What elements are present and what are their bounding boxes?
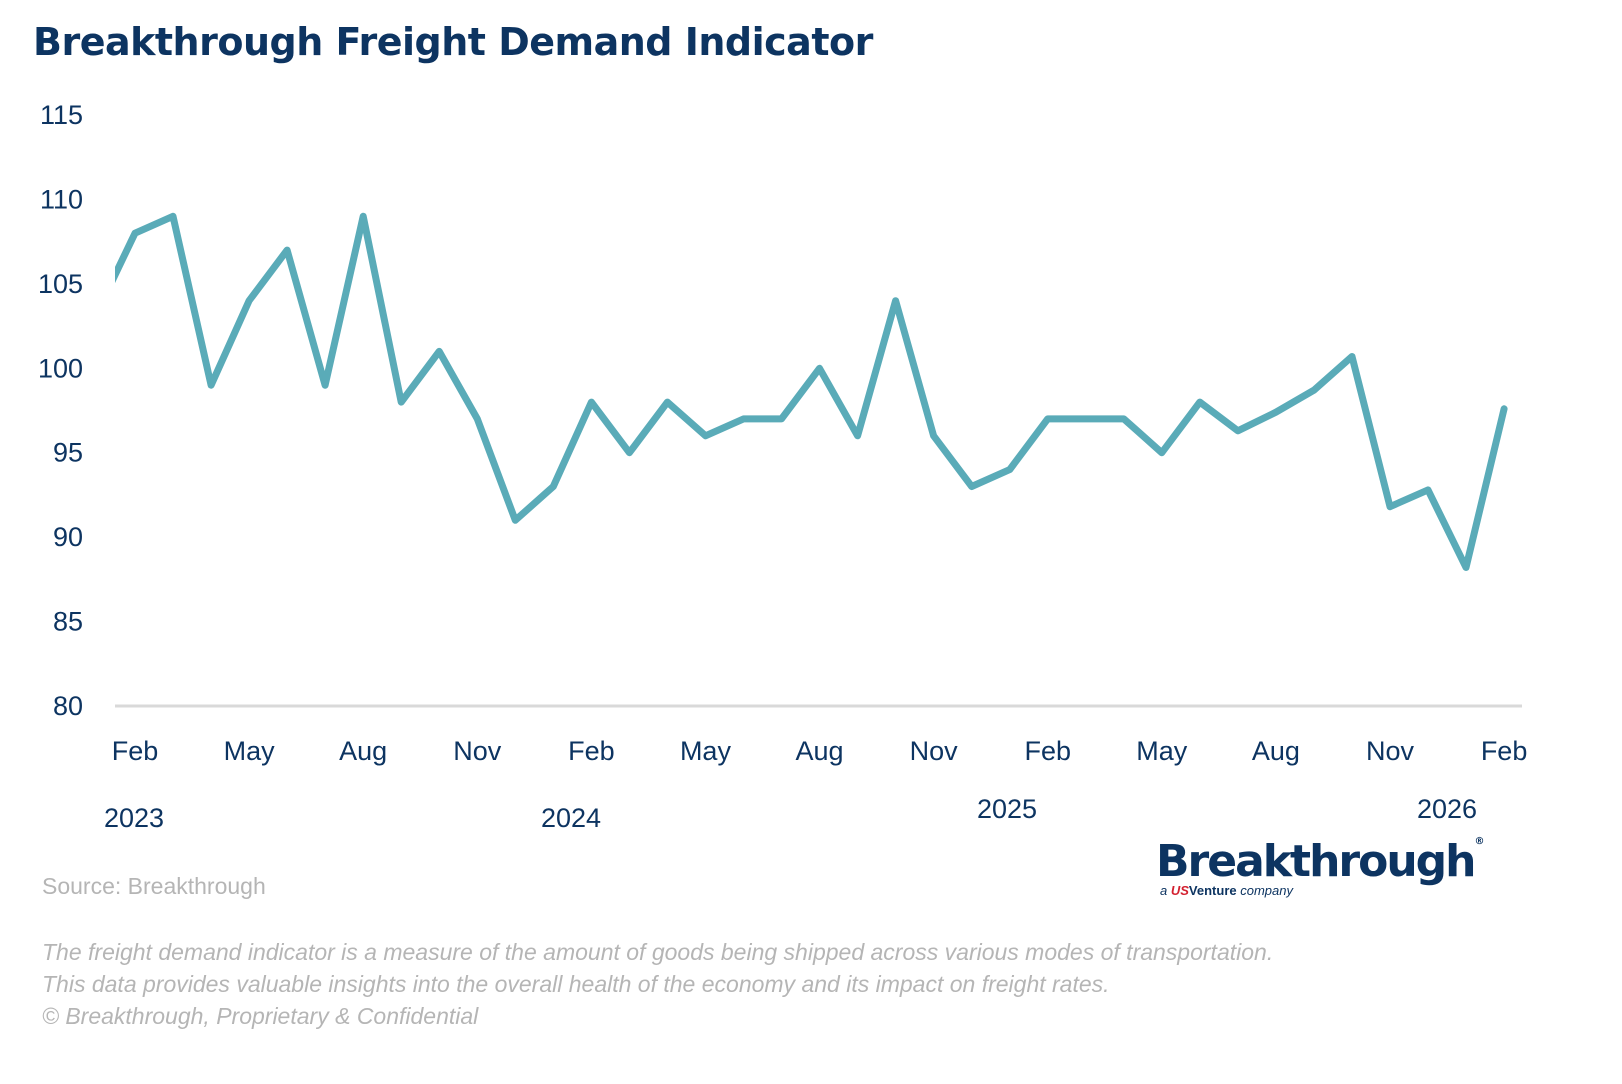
x-tick-label: Aug	[1252, 736, 1300, 766]
year-label: 2026	[1417, 794, 1477, 824]
logo-tagline: a USVenture company	[1160, 883, 1293, 898]
y-tick-label: 80	[53, 691, 83, 721]
y-tick-label: 100	[38, 353, 83, 383]
x-tick-label: Aug	[339, 736, 387, 766]
series-line	[115, 212, 1508, 571]
x-tick-label: Nov	[1366, 736, 1415, 766]
x-tick-label: May	[224, 736, 276, 766]
year-label: 2025	[977, 794, 1037, 824]
x-tick-label: Nov	[910, 736, 959, 766]
chart-title: Breakthrough Freight Demand Indicator	[33, 20, 873, 64]
y-tick-label: 85	[53, 607, 83, 637]
y-tick-label: 115	[40, 100, 83, 130]
x-tick-label: Nov	[453, 736, 502, 766]
footnote-line: The freight demand indicator is a measur…	[42, 939, 1274, 965]
y-tick-label: 95	[53, 438, 83, 468]
y-tick-label: 105	[38, 269, 83, 299]
x-tick-label: Feb	[112, 736, 159, 766]
x-tick-label: May	[680, 736, 732, 766]
year-label: 2023	[104, 803, 164, 833]
y-tick-label: 90	[53, 522, 83, 552]
x-tick-label: Feb	[1024, 736, 1071, 766]
footnotes: The freight demand indicator is a measur…	[42, 936, 1273, 1032]
year-label: 2024	[541, 803, 601, 833]
footnote-line: This data provides valuable insights int…	[42, 971, 1110, 997]
footnote-line: © Breakthrough, Proprietary & Confidenti…	[42, 1003, 479, 1029]
x-tick-label: Aug	[796, 736, 844, 766]
x-tick-label: Feb	[568, 736, 615, 766]
logo-registered: ®	[1474, 836, 1484, 847]
breakthrough-logo: Breakthrough® a USVenture company	[1156, 836, 1484, 898]
source-note: Source: Breakthrough	[42, 873, 266, 899]
logo-wordmark: Breakthrough	[1156, 836, 1476, 887]
y-tick-label: 110	[40, 184, 83, 214]
x-tick-label: Feb	[1481, 736, 1528, 766]
line-chart: 80 85 90 95 100 105 110 115 Feb May Aug Nov Feb May A…	[38, 100, 1528, 833]
x-tick-label: May	[1136, 736, 1188, 766]
